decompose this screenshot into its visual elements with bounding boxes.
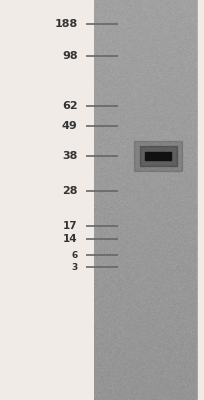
Bar [198, 0, 204, 400]
Text: 188: 188 [54, 19, 78, 29]
Bar [140, 146, 177, 166]
Text: 6: 6 [71, 251, 78, 260]
Bar [0, 0, 94, 400]
Bar [145, 152, 171, 160]
Text: 28: 28 [62, 186, 78, 196]
Text: 38: 38 [62, 151, 78, 161]
Text: 3: 3 [71, 263, 78, 272]
Text: 49: 49 [62, 121, 78, 131]
Text: 17: 17 [63, 221, 78, 231]
Text: 14: 14 [63, 234, 78, 244]
Bar [134, 141, 182, 171]
Text: 98: 98 [62, 51, 78, 61]
Text: 62: 62 [62, 101, 78, 111]
